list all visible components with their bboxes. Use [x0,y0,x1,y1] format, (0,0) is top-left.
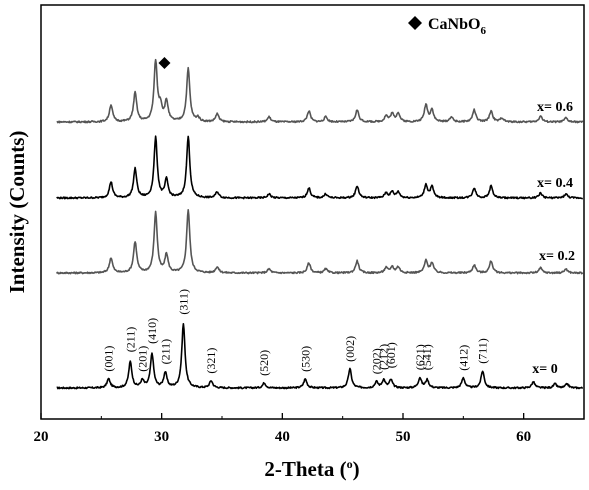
x-tick-label-3: 50 [396,429,411,445]
hkl-label-14: (541) [420,344,434,370]
series-labels: x= 0 x= 0.2 x= 0.4 x= 0.6 [532,100,575,377]
hkl-label-0: (001) [102,346,116,372]
series-label-1: x= 0.2 [539,249,575,264]
x-axis-title: 2-Theta (o) [264,457,359,481]
hkl-labels: (001)(211)(201)(410)(211)(311)(321) (520)… [102,289,490,376]
hkl-label-16: (711) [476,338,490,364]
series-line-2 [56,135,583,200]
hkl-label-6: (321) [204,348,218,374]
hkl-label-12: (601) [384,342,398,368]
impurity-marker-0 [158,57,171,69]
x-tick-label-0: 20 [34,429,49,445]
x-tick-label-4: 60 [516,429,531,445]
series-label-3: x= 0.6 [537,100,573,115]
series-layer [55,58,584,390]
plot-frame [40,4,585,420]
hkl-label-13: (621) [413,344,427,370]
series-label-2: x= 0.4 [537,176,573,191]
hkl-label-15: (412) [456,345,470,371]
marker-layer [158,57,171,69]
hkl-label-4: (211) [158,339,172,365]
legend-diamond-marker [408,16,422,30]
series-line-1 [55,209,584,275]
hkl-label-5: (311) [176,289,190,315]
y-axis-title: Intensity (Counts) [5,131,29,294]
hkl-label-3: (410) [145,318,159,344]
hkl-label-9: (002) [343,336,357,362]
hkl-label-2: (201) [135,346,149,372]
hkl-label-11: (212) [377,344,391,370]
series-line-0 [56,322,584,390]
series-label-0: x= 0 [532,362,557,377]
legend: CaNbO6 [408,16,486,37]
legend-label: CaNbO6 [428,16,486,37]
hkl-label-7: (520) [257,350,271,376]
hkl-label-10: (202) [370,348,384,374]
x-axis-ticks: 20 30 40 50 60 [34,413,531,445]
series-line-3 [56,58,584,124]
x-tick-label-2: 40 [275,429,290,445]
x-tick-label-1: 30 [154,429,169,445]
hkl-label-8: (530) [298,346,312,372]
hkl-label-1: (211) [123,327,137,353]
